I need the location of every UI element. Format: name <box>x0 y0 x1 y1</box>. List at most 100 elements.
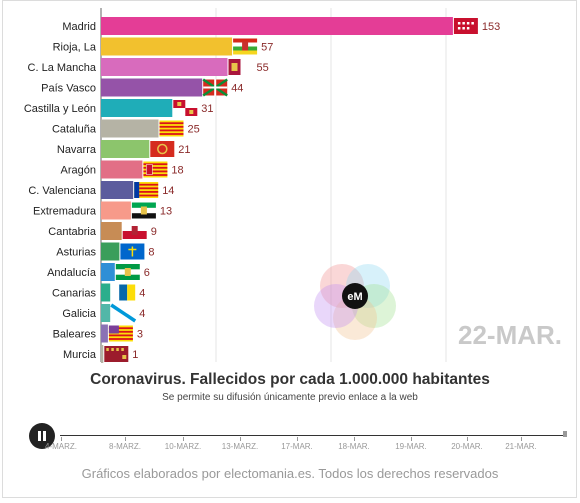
timeline-label: 21-MAR. <box>505 442 537 451</box>
castilla-la-mancha-flag-icon <box>228 59 253 75</box>
bar <box>101 263 115 281</box>
timeline-label: 8-MARZ. <box>109 442 141 451</box>
bar-row: C. La Mancha 55 <box>28 58 269 76</box>
timeline-tick <box>354 437 355 441</box>
category-label: Asturias <box>56 247 96 259</box>
value-label: 25 <box>188 124 200 136</box>
timeline-label: 18-MAR. <box>338 442 370 451</box>
rioja-flag-icon <box>233 38 258 55</box>
bar <box>101 324 108 343</box>
andalucia-flag-icon <box>115 264 140 280</box>
category-label: Aragón <box>61 165 96 177</box>
bar <box>101 17 453 35</box>
bar-row: Cantabria 9 <box>48 222 157 240</box>
value-label: 14 <box>162 185 174 197</box>
category-label: País Vasco <box>41 83 96 95</box>
value-label: 153 <box>482 21 500 33</box>
value-label: 55 <box>257 62 269 74</box>
timeline-label: 13-MARZ. <box>221 442 259 451</box>
category-label: Cantabria <box>48 226 97 238</box>
navarra-flag-icon <box>150 141 175 157</box>
bar <box>101 222 122 240</box>
value-label: 13 <box>160 206 172 218</box>
category-label: Castilla y León <box>24 103 96 115</box>
timeline-handle[interactable] <box>563 431 567 437</box>
valencia-flag-icon <box>134 182 159 198</box>
bar-row: Extremadura 13 <box>33 201 172 220</box>
electomania-watermark: eM <box>314 264 396 340</box>
value-label: 44 <box>231 83 243 95</box>
canarias-flag-icon <box>111 284 136 301</box>
date-label: 22-MAR. <box>458 320 562 350</box>
bar-row: Navarra 21 <box>57 140 191 158</box>
bar <box>101 140 150 158</box>
timeline-label: 10-MARZ. <box>164 442 202 451</box>
category-label: Navarra <box>57 144 97 156</box>
bar-row: Castilla y León 31 <box>24 99 214 117</box>
bar-row: Canarias 4 <box>52 283 145 302</box>
value-label: 18 <box>171 165 183 177</box>
bar <box>101 345 104 363</box>
galicia-flag-icon <box>110 303 137 323</box>
bar <box>101 242 120 261</box>
bar-row: Asturias 8 <box>56 242 155 261</box>
timeline-tick <box>297 437 298 441</box>
pause-button[interactable] <box>29 423 55 449</box>
value-label: 3 <box>137 329 143 341</box>
value-label: 21 <box>178 144 190 156</box>
bars-group: Madrid 153 Rioja, La 57 C. La Mancha 55 País V… <box>24 17 500 363</box>
timeline-tick <box>411 437 412 441</box>
bar-row: Baleares 3 <box>53 324 143 343</box>
pause-icon-bar <box>43 431 46 441</box>
category-label: Extremadura <box>33 206 97 218</box>
value-label: 8 <box>148 247 154 259</box>
category-label: Madrid <box>62 21 96 33</box>
value-label: 31 <box>201 103 213 115</box>
credits-text: Gráficos elaborados por electomania.es. … <box>81 466 499 481</box>
category-label: C. La Mancha <box>28 62 97 74</box>
asturias-flag-icon <box>120 243 145 260</box>
chart-subtitle: Se permite su difusión únicamente previo… <box>162 392 418 403</box>
value-label: 1 <box>132 349 138 361</box>
timeline-label: 4-MARZ. <box>45 442 77 451</box>
bar-row: Murcia 1 <box>63 345 138 363</box>
category-label: Rioja, La <box>53 42 97 54</box>
category-label: Murcia <box>63 349 97 361</box>
timeline-label: 17-MAR. <box>281 442 313 451</box>
castilla-y-leon-flag-icon <box>173 100 198 116</box>
bar <box>101 119 159 138</box>
bar <box>101 99 173 117</box>
bar <box>101 78 203 97</box>
category-label: Cataluña <box>52 124 97 136</box>
timeline-tick <box>183 437 184 441</box>
bar <box>101 201 131 220</box>
bar-row: País Vasco 44 <box>41 78 243 97</box>
category-label: Andalucía <box>47 267 97 279</box>
aragon-flag-icon <box>143 161 168 178</box>
timeline-label: 20-MAR. <box>451 442 483 451</box>
cataluna-flag-icon <box>159 120 184 137</box>
category-label: Galicia <box>62 308 97 320</box>
bar <box>101 58 228 76</box>
category-label: Canarias <box>52 288 97 300</box>
bar-row: Cataluña 25 <box>52 119 200 138</box>
category-label: C. Valenciana <box>28 185 97 197</box>
bar <box>101 181 134 199</box>
murcia-flag-icon <box>104 346 129 362</box>
logo-text: eM <box>347 291 362 303</box>
logo-circle <box>333 296 377 340</box>
bar-chart: eM Madrid 153 Rioja, La 57 C. La Mancha 55 Paí… <box>24 8 562 363</box>
bar-row: Rioja, La 57 <box>53 37 273 56</box>
value-label: 9 <box>151 226 157 238</box>
madrid-flag-icon <box>453 18 478 34</box>
bar <box>101 304 111 322</box>
bar-row: Galicia 4 <box>62 303 145 323</box>
pause-icon <box>38 431 41 441</box>
logo-center <box>342 283 368 309</box>
timeline-tick <box>61 437 62 441</box>
bar-row: Aragón 18 <box>61 160 184 179</box>
chart-title: Coronavirus. Fallecidos por cada 1.000.0… <box>90 371 490 388</box>
bar-row: Madrid 153 <box>62 17 500 35</box>
timeline-track[interactable] <box>60 435 566 436</box>
